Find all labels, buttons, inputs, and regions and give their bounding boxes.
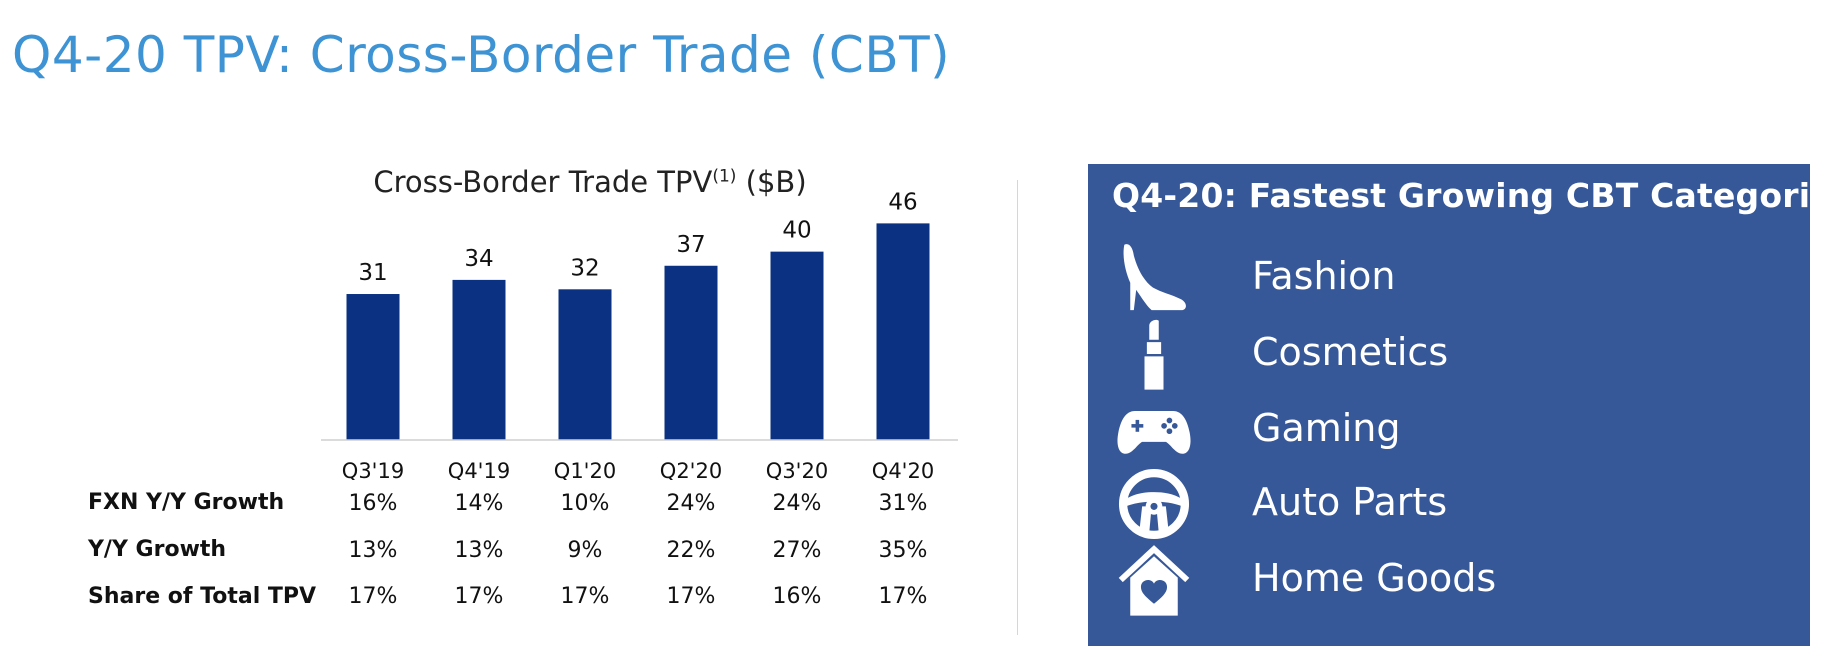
data-label: 40 xyxy=(782,218,811,244)
home-heart-icon xyxy=(1118,545,1190,616)
data-label: 31 xyxy=(358,260,387,286)
x-tick-label: Q4'20 xyxy=(872,459,934,480)
gamepad-icon xyxy=(1117,411,1191,454)
bar xyxy=(664,265,718,440)
table-cell: 17% xyxy=(348,584,398,609)
x-tick-label: Q1'20 xyxy=(554,459,616,480)
category-gaming: Gaming xyxy=(1116,392,1796,468)
table-cell: 17% xyxy=(454,584,504,609)
table-cell: 17% xyxy=(560,584,610,609)
category-fashion: Fashion xyxy=(1116,240,1796,316)
table-cell: 35% xyxy=(878,538,928,563)
bar xyxy=(452,279,506,440)
table-cell: 24% xyxy=(772,491,822,516)
data-label: 46 xyxy=(888,189,917,215)
high-heel-icon xyxy=(1123,244,1186,311)
page-title: Q4-20 TPV: Cross-Border Trade (CBT) xyxy=(12,26,951,84)
section-divider xyxy=(1017,180,1018,635)
panel-title: Q4-20: Fastest Growing CBT Categories xyxy=(1112,176,1828,215)
table-cell: 9% xyxy=(567,538,603,563)
category-auto-parts: Auto Parts xyxy=(1116,466,1796,542)
bar xyxy=(558,289,612,440)
chart-title-footnote: (1) xyxy=(712,166,737,187)
chart-title-text: Cross-Border Trade TPV xyxy=(373,165,713,199)
table-cell: 14% xyxy=(454,491,504,516)
table-cell: 13% xyxy=(348,538,398,563)
table-cell: 17% xyxy=(878,584,928,609)
table-cell: 16% xyxy=(772,584,822,609)
chart-title: Cross-Border Trade TPV(1) ($B) xyxy=(330,165,850,199)
x-tick-label: Q3'20 xyxy=(766,459,828,480)
table-cell: 22% xyxy=(666,538,716,563)
bar xyxy=(346,294,400,440)
bar-chart: 31 Q3'19 34 Q4'19 32 Q1'20 37 Q2'20 40 Q3'20 46 Q4'… xyxy=(321,189,958,480)
data-label: 32 xyxy=(570,255,599,281)
table-cell: 24% xyxy=(666,491,716,516)
categories-panel: Q4-20: Fastest Growing CBT Categories Fa… xyxy=(1088,164,1828,646)
category-cosmetics: Cosmetics xyxy=(1116,316,1796,392)
bar xyxy=(876,223,930,440)
table-cell: 16% xyxy=(348,491,398,516)
table-row-label: Y/Y Growth xyxy=(88,537,227,562)
table-cell: 10% xyxy=(560,491,610,516)
bar xyxy=(770,251,824,440)
category-label: Gaming xyxy=(1252,406,1401,450)
table-row-label: FXN Y/Y Growth xyxy=(88,490,285,515)
category-label: Auto Parts xyxy=(1252,480,1448,524)
lipstick-icon xyxy=(1144,319,1164,390)
table-cell: 27% xyxy=(772,538,822,563)
table-cell: 13% xyxy=(454,538,504,563)
table-cell: 31% xyxy=(878,491,928,516)
steering-wheel-icon xyxy=(1118,468,1190,540)
category-home-goods: Home Goods xyxy=(1116,542,1796,618)
table-row-label: Share of Total TPV xyxy=(88,584,317,609)
x-tick-label: Q2'20 xyxy=(660,459,722,480)
data-label: 34 xyxy=(464,246,493,272)
data-label: 37 xyxy=(676,232,705,258)
category-label: Fashion xyxy=(1252,254,1396,298)
x-tick-label: Q3'19 xyxy=(342,459,404,480)
category-label: Cosmetics xyxy=(1252,330,1449,374)
chart-title-unit: ($B) xyxy=(745,165,807,199)
x-tick-label: Q4'19 xyxy=(448,459,510,480)
table-cell: 17% xyxy=(666,584,716,609)
category-label: Home Goods xyxy=(1252,556,1497,600)
